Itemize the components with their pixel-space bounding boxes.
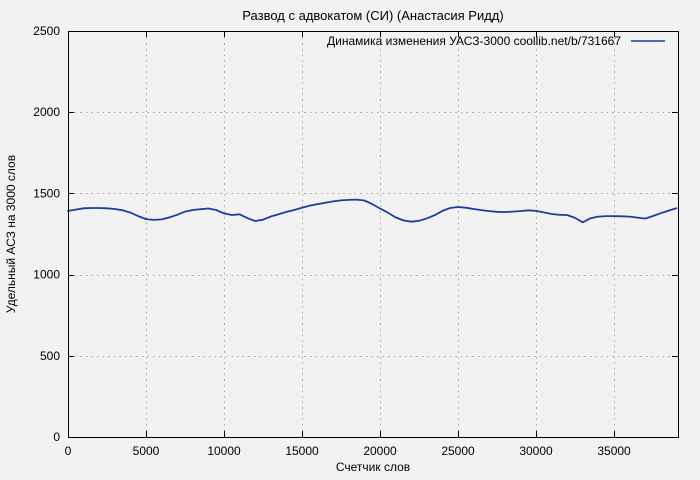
x-tick-label: 20000	[363, 444, 397, 458]
chart-title: Развод с адвокатом (СИ) (Анастасия Ридд)	[242, 8, 504, 23]
y-tick-label: 1500	[33, 186, 60, 200]
y-tick-label: 2000	[33, 105, 60, 119]
y-tick-label: 0	[53, 430, 60, 444]
x-tick-label: 35000	[597, 444, 631, 458]
legend-series-label: Динамика изменения УАСЗ-3000 coollib.net…	[327, 34, 621, 48]
x-tick-label: 10000	[207, 444, 241, 458]
y-tick-label: 1000	[33, 268, 60, 282]
y-tick-label: 500	[40, 349, 60, 363]
x-tick-label: 5000	[133, 444, 160, 458]
plot-border	[68, 31, 679, 438]
x-tick-label: 15000	[285, 444, 319, 458]
y-tick-label: 2500	[33, 24, 60, 38]
legend: Динамика изменения УАСЗ-3000 coollib.net…	[327, 33, 666, 49]
data-line	[67, 198, 678, 224]
legend-line-sample-icon	[631, 40, 665, 42]
x-tick-label: 0	[65, 444, 72, 458]
x-tick-label: 30000	[519, 444, 553, 458]
x-tick-label: 25000	[441, 444, 475, 458]
y-axis-title: Удельный АСЗ на 3000 слов	[4, 154, 18, 314]
x-axis-title: Счетчик слов	[335, 460, 411, 474]
